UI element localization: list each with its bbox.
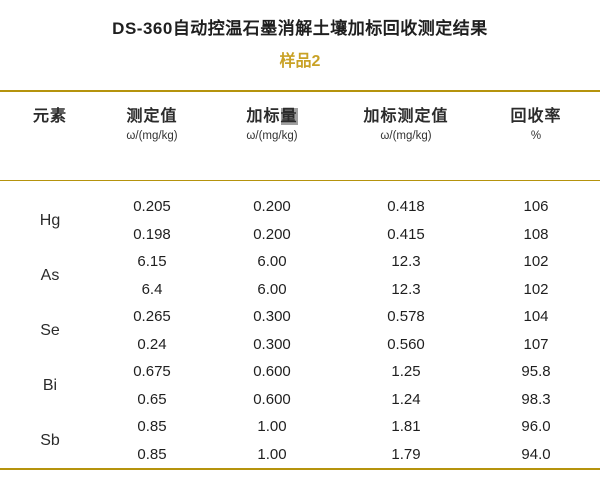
table-row: 0.24 0.300 0.560 107 (0, 331, 600, 359)
value-cell: 95.8 (521, 363, 551, 381)
table-row: Hg 0.205 0.200 0.418 106 (0, 193, 600, 228)
element-cell: Hg (39, 211, 61, 229)
value-cell: 0.415 (387, 225, 425, 243)
value-cell: 1.24 (391, 390, 421, 408)
value-cell: 1.79 (391, 445, 421, 463)
page-title: DS-360自动控温石墨消解土壤加标回收测定结果 (112, 19, 488, 38)
unit-label: ω/(mg/kg) (126, 130, 178, 142)
value-cell: 102 (523, 280, 549, 298)
column-header-measured-value: 测定值 ω/(mg/kg) (100, 91, 204, 181)
spacer-row (0, 181, 600, 194)
value-cell: 0.560 (387, 335, 425, 353)
value-cell: 0.300 (253, 335, 291, 353)
value-cell: 0.24 (137, 335, 167, 353)
value-cell: 0.675 (133, 363, 171, 381)
table-row: 0.85 1.00 1.79 94.0 (0, 441, 600, 469)
table-row: Sb 0.85 1.00 1.81 96.0 (0, 413, 600, 448)
value-cell: 102 (523, 253, 549, 271)
value-cell: 6.00 (257, 280, 287, 298)
table-row: 0.198 0.200 0.415 108 (0, 221, 600, 249)
value-cell: 0.418 (387, 198, 425, 216)
table-row: Bi 0.675 0.600 1.25 95.8 (0, 358, 600, 393)
table-row: Se 0.265 0.300 0.578 104 (0, 303, 600, 338)
value-cell: 0.600 (253, 363, 291, 381)
value-cell: 0.198 (133, 225, 171, 243)
sample-subtitle: 样品2 (279, 53, 321, 70)
value-cell: 0.85 (137, 418, 167, 436)
value-cell: 12.3 (391, 253, 421, 271)
value-cell: 0.300 (253, 308, 291, 326)
value-cell: 98.3 (521, 390, 551, 408)
value-cell: 1.00 (257, 445, 287, 463)
table-row: 0.65 0.600 1.24 98.3 (0, 386, 600, 414)
value-cell: 0.65 (137, 390, 167, 408)
value-cell: 1.81 (391, 418, 421, 436)
value-cell: 6.15 (137, 253, 167, 271)
value-cell: 1.00 (257, 418, 287, 436)
unit-label: ω/(mg/kg) (380, 130, 432, 142)
value-cell: 0.200 (253, 225, 291, 243)
table-row: 6.4 6.00 12.3 102 (0, 276, 600, 304)
column-header-element: 元素 (0, 91, 100, 181)
highlighted-char: 量 (280, 108, 298, 125)
column-header-spike-amount: 加标量 ω/(mg/kg) (204, 91, 340, 181)
element-cell: Bi (42, 376, 58, 394)
element-cell: Sb (40, 431, 60, 449)
column-header-spiked-measured-value: 加标测定值 ω/(mg/kg) (340, 91, 472, 181)
spacer-row (0, 468, 600, 469)
value-cell: 0.200 (253, 198, 291, 216)
value-cell: 6.00 (257, 253, 287, 271)
unit-label: % (530, 130, 542, 142)
value-cell: 0.578 (387, 308, 425, 326)
value-cell: 106 (523, 198, 549, 216)
value-cell: 6.4 (141, 280, 163, 298)
element-cell: As (40, 266, 60, 284)
value-cell: 107 (523, 335, 549, 353)
table-header: 元素 测定值 ω/(mg/kg) 加标量 ω/(mg/kg) 加标测定值 ω/(… (0, 91, 600, 181)
value-cell: 104 (523, 308, 549, 326)
unit-label: ω/(mg/kg) (246, 130, 298, 142)
value-cell: 0.265 (133, 308, 171, 326)
table-row: As 6.15 6.00 12.3 102 (0, 248, 600, 283)
value-cell: 0.600 (253, 390, 291, 408)
results-table: 元素 测定值 ω/(mg/kg) 加标量 ω/(mg/kg) 加标测定值 ω/(… (0, 90, 600, 470)
element-cell: Se (40, 321, 60, 339)
results-table-body: Hg 0.205 0.200 0.418 106 0.198 0.200 0.415 108 As… (0, 181, 600, 470)
value-cell: 108 (523, 225, 549, 243)
value-cell: 94.0 (521, 445, 551, 463)
value-cell: 12.3 (391, 280, 421, 298)
value-cell: 0.85 (137, 445, 167, 463)
column-header-recovery-rate: 回收率 % (472, 91, 600, 181)
value-cell: 96.0 (521, 418, 551, 436)
value-cell: 0.205 (133, 198, 171, 216)
value-cell: 1.25 (391, 363, 421, 381)
